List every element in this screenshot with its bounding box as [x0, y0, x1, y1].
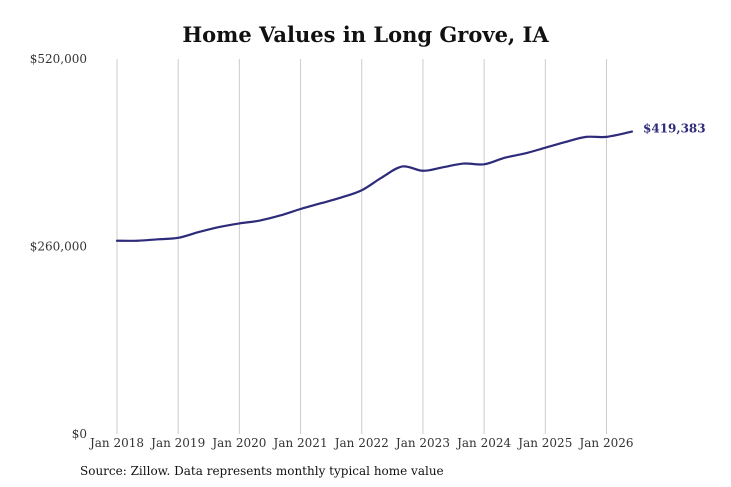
end-value-label: $419,383	[643, 122, 706, 136]
source-note: Source: Zillow. Data represents monthly …	[80, 464, 444, 478]
y-axis-ticks: $0 $260,000 $520,000	[30, 52, 87, 441]
x-tick-label: Jan 2026	[577, 436, 633, 450]
x-tick-label: Jan 2021	[272, 436, 328, 450]
y-tick-label: $520,000	[30, 52, 87, 66]
x-tick-label: Jan 2018	[88, 436, 144, 450]
x-tick-label: Jan 2024	[455, 436, 511, 450]
x-tick-label: Jan 2020	[210, 436, 266, 450]
x-tick-label: Jan 2022	[333, 436, 389, 450]
x-tick-label: Jan 2023	[394, 436, 450, 450]
y-tick-label: $260,000	[30, 240, 87, 254]
y-tick-label: $0	[72, 427, 87, 441]
x-axis-ticks: Jan 2018 Jan 2019 Jan 2020 Jan 2021 Jan 2022…	[88, 436, 634, 450]
x-tick-label: Jan 2025	[516, 436, 572, 450]
series-line	[115, 130, 634, 242]
chart-title: Home Values in Long Grove, IA	[182, 22, 549, 47]
gridlines	[116, 59, 608, 434]
x-tick-label: Jan 2019	[149, 436, 205, 450]
